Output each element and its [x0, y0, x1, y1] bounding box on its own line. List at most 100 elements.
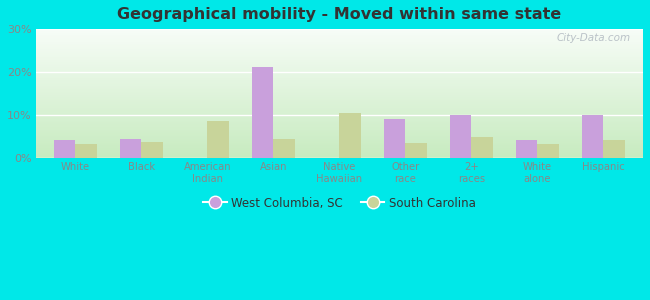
- Bar: [36, 74, 643, 75]
- Bar: [120, 139, 142, 158]
- Bar: [36, 31, 643, 32]
- Title: Geographical mobility - Moved within same state: Geographical mobility - Moved within sam…: [118, 7, 562, 22]
- Bar: [36, 48, 643, 50]
- Bar: [36, 42, 643, 43]
- Bar: [36, 35, 643, 36]
- Bar: [36, 60, 643, 61]
- Bar: [36, 145, 643, 146]
- Bar: [36, 140, 643, 141]
- Bar: [36, 157, 643, 158]
- Bar: [36, 96, 643, 97]
- Bar: [384, 119, 406, 158]
- Bar: [36, 44, 643, 46]
- Bar: [36, 148, 643, 149]
- Bar: [36, 65, 643, 66]
- Bar: [36, 141, 643, 142]
- Bar: [36, 104, 643, 105]
- Bar: [274, 139, 294, 158]
- Bar: [450, 115, 471, 158]
- Bar: [36, 150, 643, 152]
- Bar: [36, 92, 643, 93]
- Text: City-Data.com: City-Data.com: [557, 32, 631, 43]
- Bar: [36, 91, 643, 92]
- Bar: [36, 109, 643, 110]
- Bar: [36, 102, 643, 104]
- Bar: [36, 135, 643, 136]
- Bar: [36, 123, 643, 124]
- Bar: [36, 51, 643, 52]
- Bar: [36, 121, 643, 122]
- Bar: [36, 146, 643, 148]
- Bar: [36, 114, 643, 116]
- Bar: [36, 73, 643, 74]
- Bar: [36, 116, 643, 117]
- Bar: [36, 126, 643, 127]
- Bar: [36, 55, 643, 56]
- Bar: [36, 101, 643, 102]
- Bar: [36, 30, 643, 31]
- Bar: [36, 32, 643, 34]
- Bar: [36, 58, 643, 60]
- Bar: [36, 142, 643, 144]
- Bar: [406, 143, 426, 158]
- Bar: [516, 140, 538, 158]
- Bar: [36, 124, 643, 126]
- Bar: [36, 70, 643, 71]
- Bar: [36, 95, 643, 96]
- Bar: [36, 64, 643, 65]
- Bar: [36, 38, 643, 39]
- Bar: [36, 132, 643, 134]
- Bar: [36, 155, 643, 157]
- Bar: [55, 140, 75, 158]
- Bar: [36, 88, 643, 89]
- Bar: [36, 110, 643, 112]
- Bar: [36, 46, 643, 47]
- Bar: [36, 136, 643, 137]
- Bar: [36, 118, 643, 119]
- Bar: [36, 57, 643, 58]
- Bar: [339, 113, 361, 158]
- Bar: [36, 149, 643, 150]
- Bar: [36, 71, 643, 73]
- Bar: [36, 152, 643, 153]
- Bar: [36, 34, 643, 35]
- Bar: [36, 61, 643, 62]
- Bar: [36, 154, 643, 155]
- Bar: [36, 100, 643, 101]
- Bar: [36, 130, 643, 131]
- Bar: [36, 87, 643, 88]
- Bar: [36, 68, 643, 69]
- Bar: [36, 62, 643, 64]
- Bar: [207, 122, 229, 158]
- Bar: [252, 68, 274, 158]
- Bar: [471, 137, 493, 158]
- Bar: [538, 144, 558, 158]
- Bar: [36, 52, 643, 53]
- Bar: [36, 47, 643, 48]
- Bar: [36, 69, 643, 70]
- Bar: [36, 122, 643, 123]
- Legend: West Columbia, SC, South Carolina: West Columbia, SC, South Carolina: [198, 192, 481, 214]
- Bar: [36, 112, 643, 113]
- Bar: [603, 140, 625, 158]
- Bar: [36, 127, 643, 128]
- Bar: [582, 115, 603, 158]
- Bar: [36, 66, 643, 68]
- Bar: [36, 83, 643, 84]
- Bar: [36, 134, 643, 135]
- Bar: [36, 108, 643, 109]
- Bar: [36, 78, 643, 79]
- Bar: [36, 85, 643, 87]
- Bar: [36, 84, 643, 86]
- Bar: [75, 144, 97, 158]
- Bar: [36, 153, 643, 154]
- Bar: [36, 144, 643, 145]
- Bar: [36, 128, 643, 130]
- Bar: [36, 76, 643, 78]
- Bar: [36, 53, 643, 55]
- Bar: [36, 117, 643, 118]
- Bar: [36, 40, 643, 42]
- Bar: [36, 97, 643, 98]
- Bar: [142, 142, 162, 158]
- Bar: [36, 119, 643, 121]
